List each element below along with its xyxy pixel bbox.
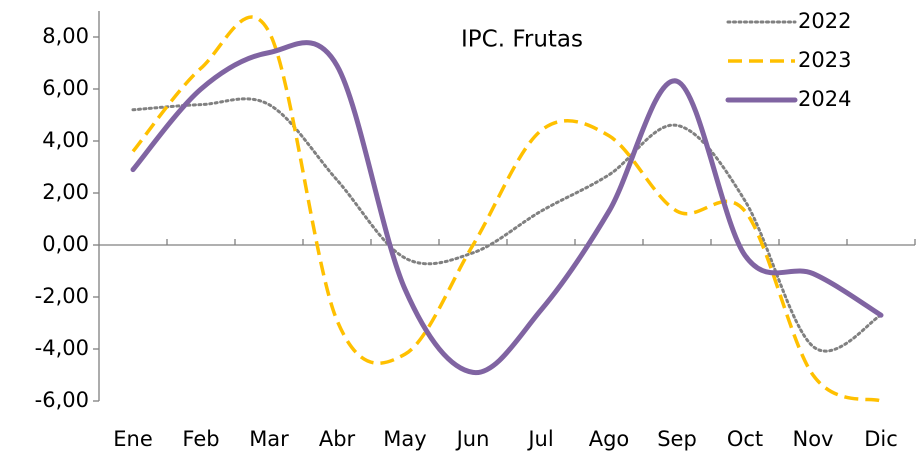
x-tick-label: Abr [319,427,356,451]
x-tick-label: Feb [182,427,219,451]
x-tick-label: Sep [657,427,697,451]
legend-label: 2024 [798,87,851,111]
x-tick-label: Jun [455,427,490,451]
y-tick-label: 8,00 [42,24,89,48]
x-tick-label: Jul [526,427,553,451]
x-tick-label: Ene [113,427,153,451]
y-tick-label: 6,00 [42,76,89,100]
y-tick-label: 0,00 [42,232,89,256]
y-tick-label: -6,00 [35,388,89,412]
y-tick-label: 4,00 [42,128,89,152]
line-series [130,40,884,375]
x-tick-label: Dic [864,427,898,451]
legend-label: 2022 [798,9,851,33]
chart-title: IPC. Frutas [461,27,583,53]
y-tick-label: -4,00 [35,336,89,360]
y-tick-label: 2,00 [42,180,89,204]
line-series [131,15,882,403]
x-tick-label: Ago [589,427,630,451]
y-tick-label: -2,00 [35,284,89,308]
x-tick-label: Oct [727,427,763,451]
legend-label: 2023 [798,48,851,72]
x-tick-label: Nov [793,427,834,451]
x-tick-label: May [383,427,426,451]
line-series [131,97,883,353]
x-tick-label: Mar [249,427,289,451]
